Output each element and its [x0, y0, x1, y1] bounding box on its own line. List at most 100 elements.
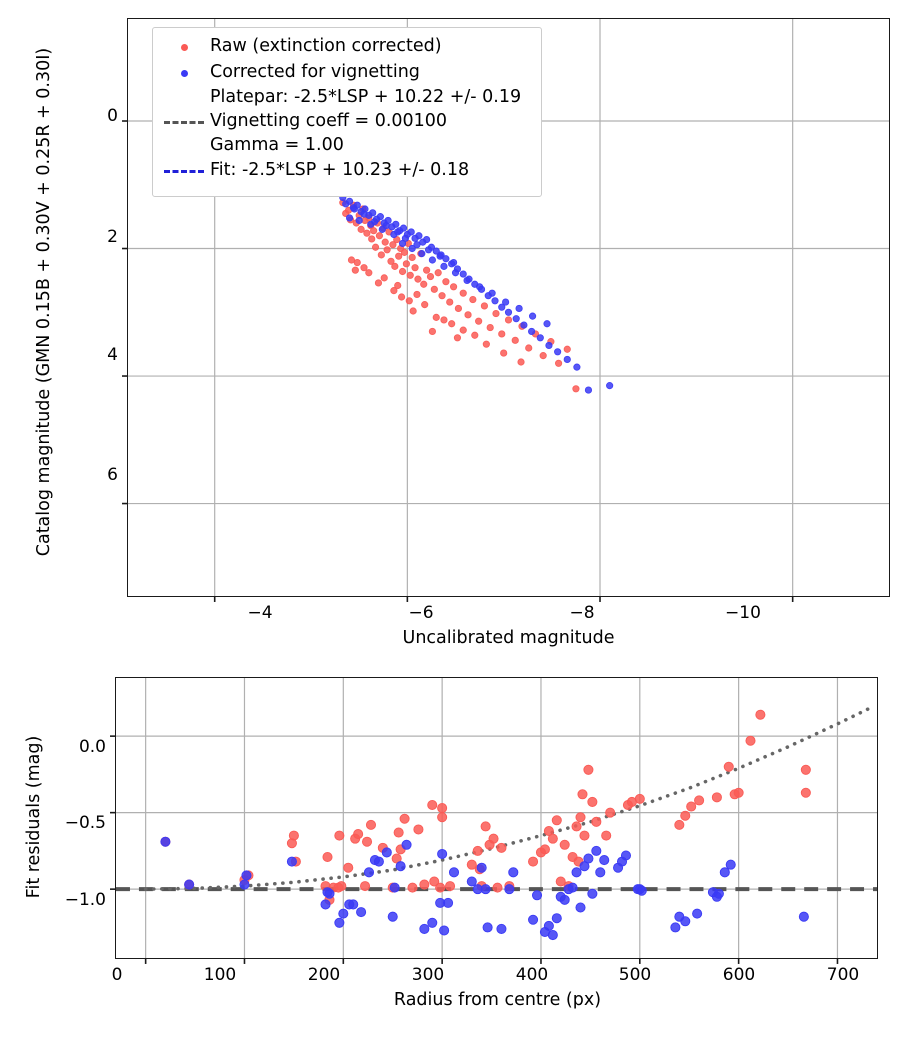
- ax2-ytick-neg10: −1.0: [64, 890, 106, 910]
- data-point: [536, 334, 544, 342]
- data-point: [432, 313, 440, 321]
- data-point: [399, 224, 408, 232]
- data-point: [680, 916, 691, 927]
- data-point: [528, 914, 539, 925]
- data-point: [571, 821, 582, 832]
- data-point: [504, 884, 515, 895]
- data-point: [475, 317, 483, 325]
- data-point: [361, 836, 373, 847]
- data-point: [459, 270, 467, 278]
- data-point: [563, 345, 571, 353]
- data-point: [451, 269, 460, 277]
- data-point: [512, 315, 520, 323]
- data-point: [434, 269, 442, 277]
- ax2-xaxis-label: Radius from centre (px): [393, 990, 602, 1010]
- data-point: [488, 833, 499, 844]
- data-point: [423, 236, 431, 244]
- data-point: [392, 220, 400, 228]
- data-point: [443, 897, 454, 908]
- data-point: [488, 289, 496, 297]
- data-point: [394, 281, 402, 290]
- data-point: [725, 859, 736, 870]
- data-point: [547, 833, 558, 844]
- legend-label-vignetting-coeff: Vignetting coeff = 0.00100: [210, 111, 448, 132]
- data-point: [482, 340, 490, 348]
- ax1-xtick-neg4: −4: [247, 603, 273, 623]
- data-point: [492, 309, 500, 318]
- ax2-xtick-400: 400: [515, 965, 549, 985]
- ax2-xtick-200: 200: [307, 965, 341, 985]
- data-point: [423, 266, 431, 274]
- data-point: [466, 876, 477, 887]
- data-point: [373, 856, 384, 867]
- data-point: [528, 327, 536, 335]
- legend-entry-raw[interactable]: Raw (extinction corrected): [162, 34, 532, 60]
- legend-marker-raw-icon: [162, 43, 206, 51]
- ax2-yaxis-label: Fit residuals (mag): [24, 735, 44, 899]
- ax2-xtick-600: 600: [722, 965, 756, 985]
- data-point: [355, 216, 363, 225]
- data-point: [472, 845, 483, 856]
- data-point: [543, 920, 554, 931]
- data-point: [395, 252, 403, 260]
- ax2-xtick-100: 100: [203, 965, 237, 985]
- data-point: [508, 867, 519, 878]
- data-point: [755, 709, 766, 720]
- legend-entry-fit[interactable]: Fit: -2.5*LSP + 10.23 +/- 0.18: [162, 158, 532, 184]
- data-point: [531, 890, 543, 901]
- data-point: [322, 852, 333, 863]
- data-point: [413, 241, 421, 249]
- data-point: [636, 885, 647, 896]
- data-point: [375, 232, 384, 240]
- data-point: [427, 799, 438, 811]
- data-point: [357, 225, 365, 233]
- calibration-legend: Raw (extinction corrected) Corrected for…: [152, 27, 542, 197]
- data-point: [591, 845, 602, 856]
- data-point: [440, 262, 448, 270]
- legend-label-platepar-fit: Platepar: -2.5*LSP + 10.22 +/- 0.19: [210, 87, 522, 108]
- legend-marker-corrected-icon: [162, 69, 206, 77]
- data-point: [453, 334, 462, 342]
- legend-dash-platepar-icon: [162, 120, 206, 124]
- data-point: [408, 244, 416, 253]
- data-point: [539, 844, 550, 855]
- data-point: [324, 888, 335, 899]
- data-point: [606, 382, 614, 390]
- data-point: [374, 279, 383, 287]
- data-point: [559, 839, 570, 850]
- data-point: [389, 882, 400, 893]
- data-point: [407, 882, 418, 893]
- data-point: [376, 213, 384, 221]
- data-point: [160, 836, 171, 847]
- data-point: [572, 385, 580, 393]
- data-point: [511, 336, 519, 344]
- data-point: [480, 884, 491, 895]
- data-point: [371, 243, 380, 251]
- data-point: [363, 229, 371, 237]
- ax1-xtick-neg6: −6: [408, 603, 434, 623]
- data-point: [409, 307, 417, 315]
- data-point: [583, 853, 594, 864]
- legend-entry-platepar[interactable]: Platepar: -2.5*LSP + 10.22 +/- 0.19 Vign…: [162, 86, 532, 158]
- data-point: [798, 911, 809, 922]
- data-point: [377, 251, 385, 259]
- ax1-xtick-neg8: −8: [569, 603, 595, 623]
- ax2-xtick-0: 0: [111, 965, 123, 985]
- data-point: [591, 816, 602, 827]
- ax1-ytick-4: 4: [107, 345, 118, 365]
- data-point: [351, 266, 359, 274]
- data-point: [446, 298, 454, 306]
- ax1-ytick-6: 6: [107, 465, 118, 485]
- data-point: [723, 761, 734, 772]
- data-point: [464, 311, 472, 319]
- data-point: [450, 258, 458, 267]
- legend-label-corrected: Corrected for vignetting: [210, 62, 420, 83]
- ax1-ytick-0: 0: [107, 106, 118, 126]
- data-point: [438, 292, 446, 300]
- data-point: [435, 882, 446, 893]
- data-point: [504, 308, 513, 316]
- data-point: [414, 275, 422, 283]
- data-point: [496, 923, 507, 934]
- legend-entry-corrected[interactable]: Corrected for vignetting: [162, 60, 532, 86]
